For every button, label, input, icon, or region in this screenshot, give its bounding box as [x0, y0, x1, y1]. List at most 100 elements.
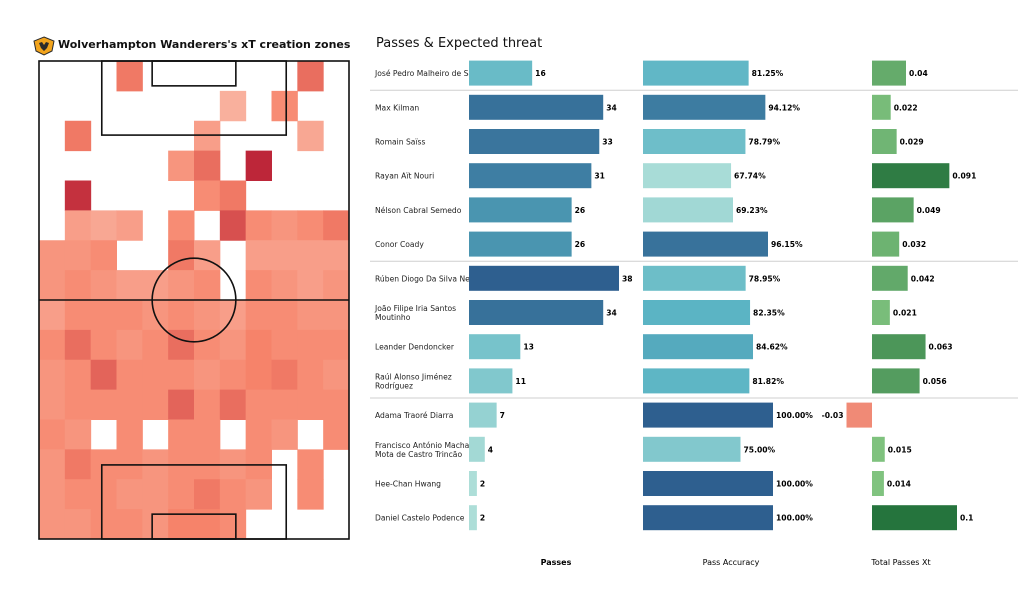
passes-label: 34 [606, 103, 617, 112]
heatmap-cell [245, 479, 272, 510]
passes-label: 38 [622, 274, 633, 283]
heatmap-cell [271, 300, 298, 331]
heatmap-cell [90, 210, 117, 241]
xt-bar [872, 505, 957, 531]
xt-label: 0.063 [929, 343, 953, 352]
heatmap-cell [168, 389, 195, 420]
heatmap-cell [219, 359, 247, 391]
xt-label: 0.042 [911, 274, 935, 283]
heatmap-cell [194, 150, 221, 181]
passes-bar [469, 60, 533, 86]
heatmap-cell [271, 90, 298, 122]
heatmap-cell [323, 419, 350, 450]
heatmap-cell [323, 329, 350, 361]
accuracy-label: 69.23% [736, 206, 768, 215]
passes-label: 7 [500, 411, 505, 420]
heatmap-cell [64, 120, 92, 152]
xt-label: 0.056 [923, 377, 947, 386]
heatmap-cell [194, 479, 221, 510]
heatmap-cell [64, 270, 92, 301]
passes-bar [469, 436, 485, 462]
heatmap-cell [39, 329, 66, 361]
heatmap-cell [90, 389, 117, 420]
accuracy-bar [643, 265, 746, 291]
heatmap-cell [323, 240, 350, 271]
heatmap-cell [168, 329, 195, 361]
heatmap-cell [168, 419, 195, 450]
heatmap-cell [64, 300, 92, 331]
player-name: Romain Saïss [375, 138, 426, 147]
passes-label: 33 [602, 138, 613, 147]
wolf-crest-icon [33, 36, 55, 56]
accuracy-bar [643, 505, 773, 531]
heatmap-cell [168, 479, 195, 510]
heatmap-cell [116, 479, 143, 510]
bottom-goal-area [151, 513, 237, 540]
passes-label: 2 [480, 480, 485, 489]
player-name: Leander Dendoncker [375, 343, 455, 352]
heatmap-cell [64, 509, 92, 540]
accuracy-label: 100.00% [776, 411, 813, 420]
heatmap-cell [245, 359, 272, 391]
column-header: Pass Accuracy [703, 558, 760, 567]
heatmap-cell [194, 270, 221, 301]
player-name: Rayan Aït Nouri [375, 172, 434, 181]
accuracy-label: 100.00% [776, 514, 813, 523]
heatmap-cell [245, 150, 272, 181]
heatmap-cell [245, 419, 272, 450]
heatmap-cell [323, 300, 350, 331]
heatmap-cell [116, 329, 143, 361]
xt-bar [872, 368, 920, 394]
heatmap-cell [116, 300, 143, 331]
heatmap-cell [142, 329, 169, 361]
accuracy-label: 75.00% [744, 445, 776, 454]
column-header: Total Passes Xt [870, 558, 930, 567]
heatmap-cell [323, 359, 350, 391]
heatmap-cell [64, 449, 92, 480]
heatmap-cell [271, 270, 298, 301]
passes-label: 34 [606, 309, 617, 318]
heatmap-cell [64, 419, 92, 450]
player-name: Raúl Alonso Jiménez Rodríguez [375, 372, 452, 390]
passes-bar [469, 334, 521, 360]
heatmap-cell [297, 61, 324, 92]
heatmap-cell [64, 479, 92, 510]
heatmap-cell [194, 389, 221, 420]
heatmap-cell [194, 359, 221, 391]
heatmap-cell [39, 300, 66, 331]
xt-bar [872, 471, 884, 496]
centre-circle [151, 257, 237, 343]
heatmap-cell [297, 210, 324, 241]
xt-bar [872, 163, 950, 189]
heatmap-cell [245, 329, 272, 361]
heatmap-cell [219, 389, 247, 420]
heatmap-cell [116, 509, 143, 540]
accuracy-bar [643, 300, 751, 325]
heatmap-cell [64, 210, 92, 241]
accuracy-bar [643, 231, 768, 257]
heatmap-cell [219, 90, 247, 122]
xt-bar [872, 129, 897, 154]
heatmap-title: Wolverhampton Wanderers's xT creation zo… [58, 38, 351, 51]
accuracy-label: 82.35% [753, 309, 785, 318]
passes-bar [469, 471, 477, 496]
heatmap-cell [116, 359, 143, 391]
heatmap-cell [90, 479, 117, 510]
passes-bar [469, 368, 513, 394]
player-name: Conor Coady [375, 240, 424, 249]
accuracy-bar [643, 334, 754, 360]
accuracy-bar [643, 436, 741, 462]
xt-label: 0.029 [900, 138, 924, 147]
heatmap-cell [219, 210, 247, 241]
heatmap-cell [116, 270, 143, 301]
passes-bars: 16 34 33 31 26 26 38 34 13 11 7 4 2 2 [469, 60, 633, 531]
passes-label: 13 [523, 343, 534, 352]
passes-bar [469, 197, 572, 223]
heatmap-cell [168, 210, 195, 241]
passes-bar [469, 505, 477, 531]
heatmap-cell [271, 419, 298, 450]
accuracy-label: 67.74% [734, 172, 766, 181]
heatmap-cell [64, 389, 92, 420]
heatmap-cell [39, 240, 66, 271]
